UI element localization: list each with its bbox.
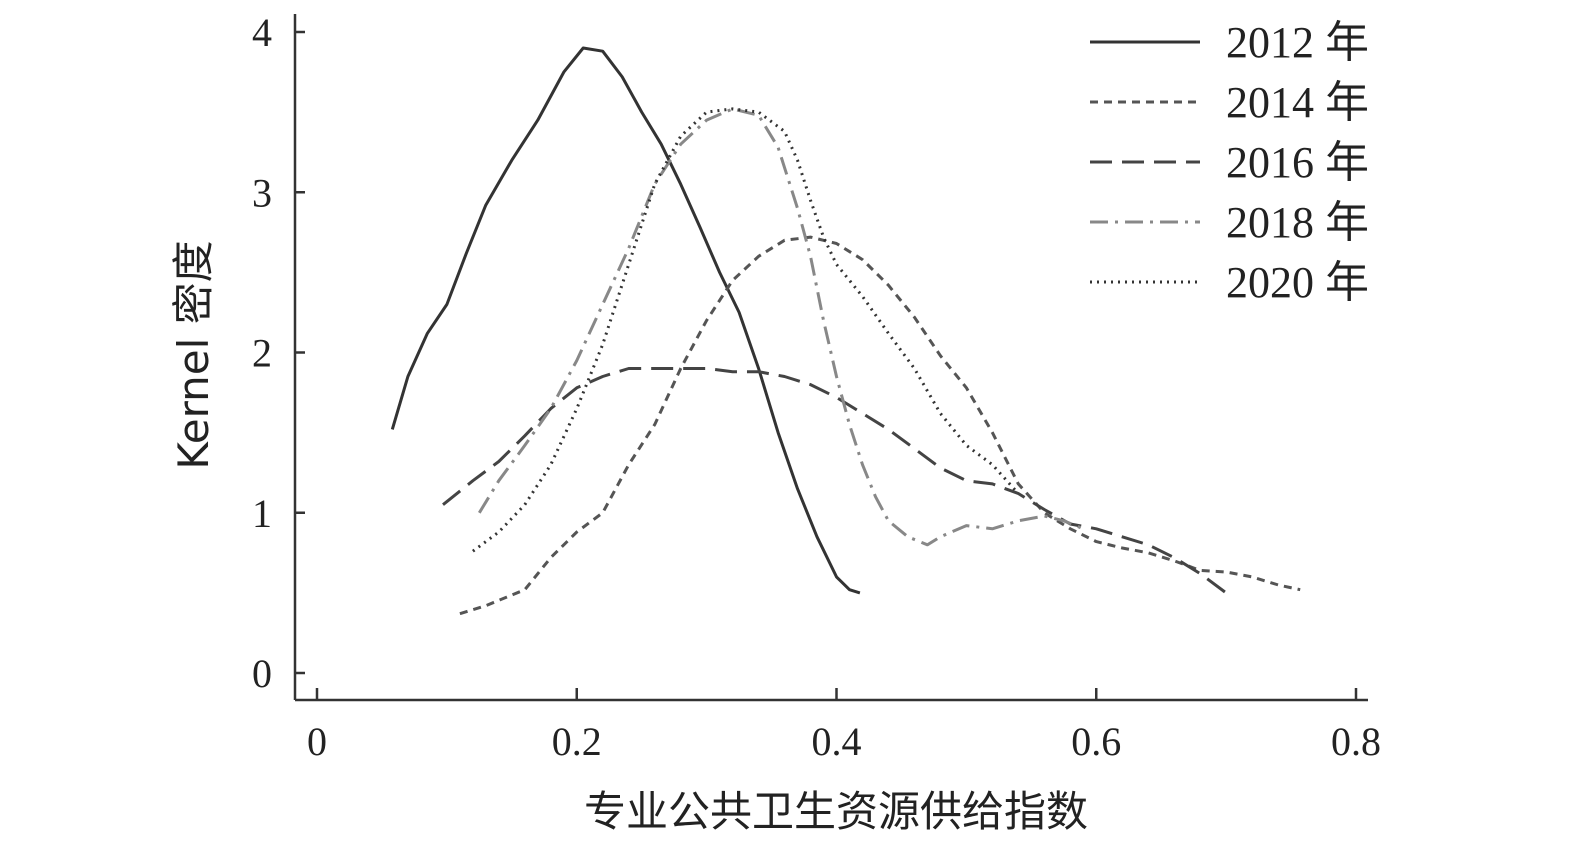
series-line-2018 [478,107,1084,547]
y-tick-label: 1 [252,491,272,536]
x-tick-label: 0 [307,719,327,764]
y-ticks: 0 1 2 3 4 [252,10,305,696]
legend-label: 2016 年 [1226,138,1369,187]
series-line-2020 [472,107,1020,553]
series-group [390,46,1301,616]
y-axis-title: Kernel 密度 [169,240,218,469]
x-tick-label: 0.4 [812,719,862,764]
legend-label: 2018 年 [1226,198,1369,247]
series-line-2016 [442,367,1231,598]
axes [293,14,1368,702]
series-line-2014 [459,235,1301,616]
y-tick-label: 0 [252,651,272,696]
x-tick-label: 0.6 [1071,719,1121,764]
x-tick-label: 0.8 [1331,719,1381,764]
x-axis-title: 专业公共卫生资源供给指数 [584,787,1088,836]
legend-label: 2020 年 [1226,258,1369,307]
series-line-2012 [390,46,861,595]
y-tick-label: 3 [252,170,272,215]
x-ticks: 0 0.2 0.4 0.6 0.8 [307,688,1381,764]
x-tick-label: 0.2 [552,719,602,764]
y-tick-label: 4 [252,10,272,55]
legend-label: 2014 年 [1226,78,1369,127]
y-tick-label: 2 [252,331,272,376]
legend-label: 2012 年 [1226,18,1369,67]
legend: 2012 年 2014 年 2016 年 2018 年 2020 年 [1090,18,1369,307]
